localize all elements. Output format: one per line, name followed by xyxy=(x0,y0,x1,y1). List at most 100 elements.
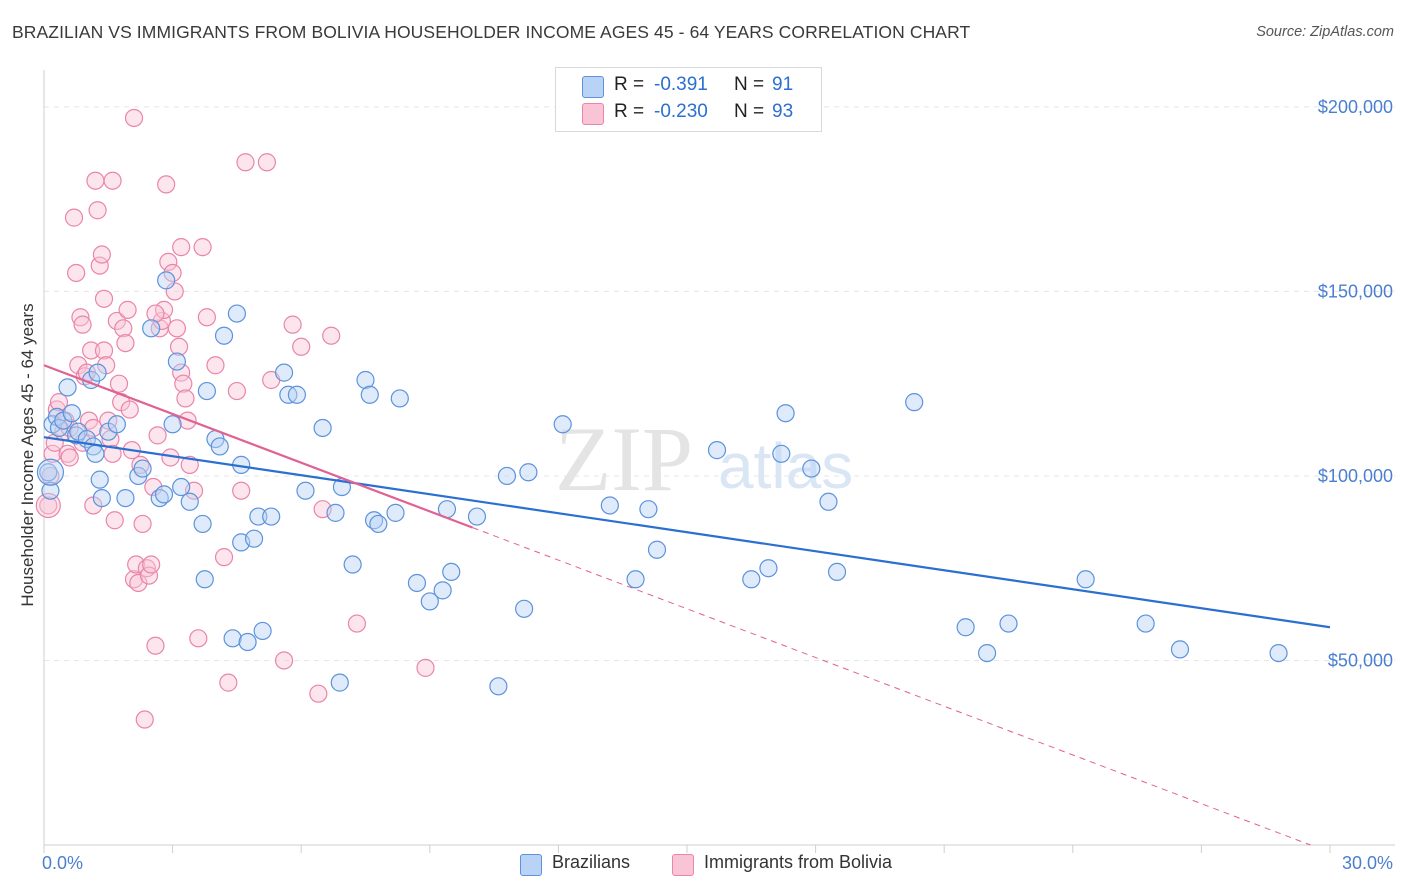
legend-swatch-pink xyxy=(582,103,604,125)
bolivia-point xyxy=(227,381,246,401)
watermark: ZIP atlas xyxy=(555,408,853,510)
brazilian-point xyxy=(172,477,191,497)
brazilian-point xyxy=(238,632,257,652)
bolivia-point xyxy=(274,651,294,670)
brazilian-point xyxy=(977,643,997,663)
bolivia-point xyxy=(172,363,191,382)
legend-n-value: 91 xyxy=(772,74,794,95)
bottom-legend-label: Immigrants from Bolivia xyxy=(704,852,893,872)
bolivia-point xyxy=(180,455,199,474)
brazilian-point xyxy=(262,507,281,526)
bolivia-trend-line-extension xyxy=(472,527,1311,846)
bolivia-point xyxy=(144,477,163,497)
brazilian-point xyxy=(519,463,538,482)
brazilian-point xyxy=(154,485,174,504)
bolivia-point xyxy=(73,315,92,334)
legend-n-label: N = xyxy=(734,74,765,95)
bolivia-point xyxy=(127,555,146,574)
bolivia-point-large xyxy=(35,492,61,519)
bolivia-point xyxy=(124,108,144,128)
brazilian-point xyxy=(343,555,362,574)
brazilian-point xyxy=(802,459,821,478)
watermark-zip: ZIP xyxy=(555,408,693,510)
brazilian-point xyxy=(827,562,847,582)
brazilian-point xyxy=(497,466,517,486)
bolivia-point xyxy=(116,333,135,353)
brazilian-point xyxy=(407,573,427,593)
bolivia-point xyxy=(172,238,191,257)
x-tick-label-min: 0.0% xyxy=(42,853,83,873)
brazilian-point xyxy=(999,614,1018,633)
brazilian-point xyxy=(707,441,727,460)
watermark-atlas: atlas xyxy=(718,430,853,502)
brazilian-point xyxy=(759,559,778,578)
brazilian-point xyxy=(1170,640,1190,659)
bolivia-point xyxy=(309,684,328,703)
brazilian-point xyxy=(163,415,182,434)
brazilian-point xyxy=(369,514,388,534)
brazilian-point xyxy=(905,393,924,412)
y-tick-label: $200,000 xyxy=(1318,97,1393,117)
correlation-legend: R = -0.391 N = 91 R = -0.230 N = 93 xyxy=(555,67,822,132)
legend-r-value: -0.391 xyxy=(654,74,708,95)
brazilian-point xyxy=(249,507,268,526)
brazilian-point xyxy=(197,381,216,401)
bolivia-point xyxy=(60,448,79,467)
bolivia-point xyxy=(157,175,176,194)
bottom-legend-swatch-pink xyxy=(672,854,694,876)
bolivia-point xyxy=(159,252,178,272)
bolivia-point xyxy=(174,374,193,393)
bolivia-point xyxy=(82,341,101,360)
brazilian-point xyxy=(180,492,199,511)
brazilian-point xyxy=(1269,643,1288,663)
legend-n-label: N = xyxy=(734,101,765,122)
bolivia-point xyxy=(86,171,105,190)
y-axis-label: Householder Income Ages 45 - 64 years xyxy=(18,303,37,606)
bolivia-point xyxy=(67,263,86,283)
brazilian-point xyxy=(330,673,349,692)
bolivia-trend-line xyxy=(43,364,474,529)
bolivia-point xyxy=(133,514,152,534)
brazilian-point xyxy=(142,319,161,338)
bolivia-point xyxy=(105,511,124,530)
brazilian-point xyxy=(193,514,212,534)
bolivia-point xyxy=(189,629,208,648)
bolivia-point xyxy=(232,481,251,500)
brazilian-point xyxy=(244,529,264,548)
bolivia-point xyxy=(148,426,167,445)
bolivia-point xyxy=(129,573,148,593)
brazilian-point xyxy=(41,481,60,500)
bolivia-point xyxy=(84,418,103,438)
y-tick-label: $50,000 xyxy=(1328,650,1393,670)
bolivia-point xyxy=(49,393,69,412)
bolivia-point xyxy=(193,238,212,257)
y-tick-label: $100,000 xyxy=(1318,466,1393,486)
legend-swatch-blue xyxy=(582,76,604,98)
brazilian-point xyxy=(956,618,975,637)
bolivia-point xyxy=(257,153,277,172)
brazilian-point xyxy=(313,418,332,438)
brazilian-point xyxy=(489,677,508,696)
bolivia-point xyxy=(118,300,137,319)
bolivia-point xyxy=(142,555,161,574)
brazilian-point xyxy=(253,621,272,641)
brazilian-point xyxy=(39,463,58,482)
brazilian-point xyxy=(639,500,658,519)
brazilian-point xyxy=(195,570,214,589)
bolivia-point xyxy=(114,319,133,338)
brazilian-point xyxy=(356,370,375,390)
bolivia-point xyxy=(135,710,154,729)
brazilian-point xyxy=(296,481,315,500)
bolivia-point xyxy=(176,389,195,408)
bolivia-point xyxy=(236,153,255,172)
brazilian-point xyxy=(442,562,461,582)
brazilian-point xyxy=(58,378,77,397)
brazilian-point xyxy=(553,415,572,434)
brazilian-point xyxy=(62,404,81,423)
brazilian-point xyxy=(86,444,105,463)
brazilian-point xyxy=(227,304,246,323)
brazilian-point-large xyxy=(36,458,65,486)
bolivia-point xyxy=(109,374,129,393)
trend-lines xyxy=(43,364,1331,846)
